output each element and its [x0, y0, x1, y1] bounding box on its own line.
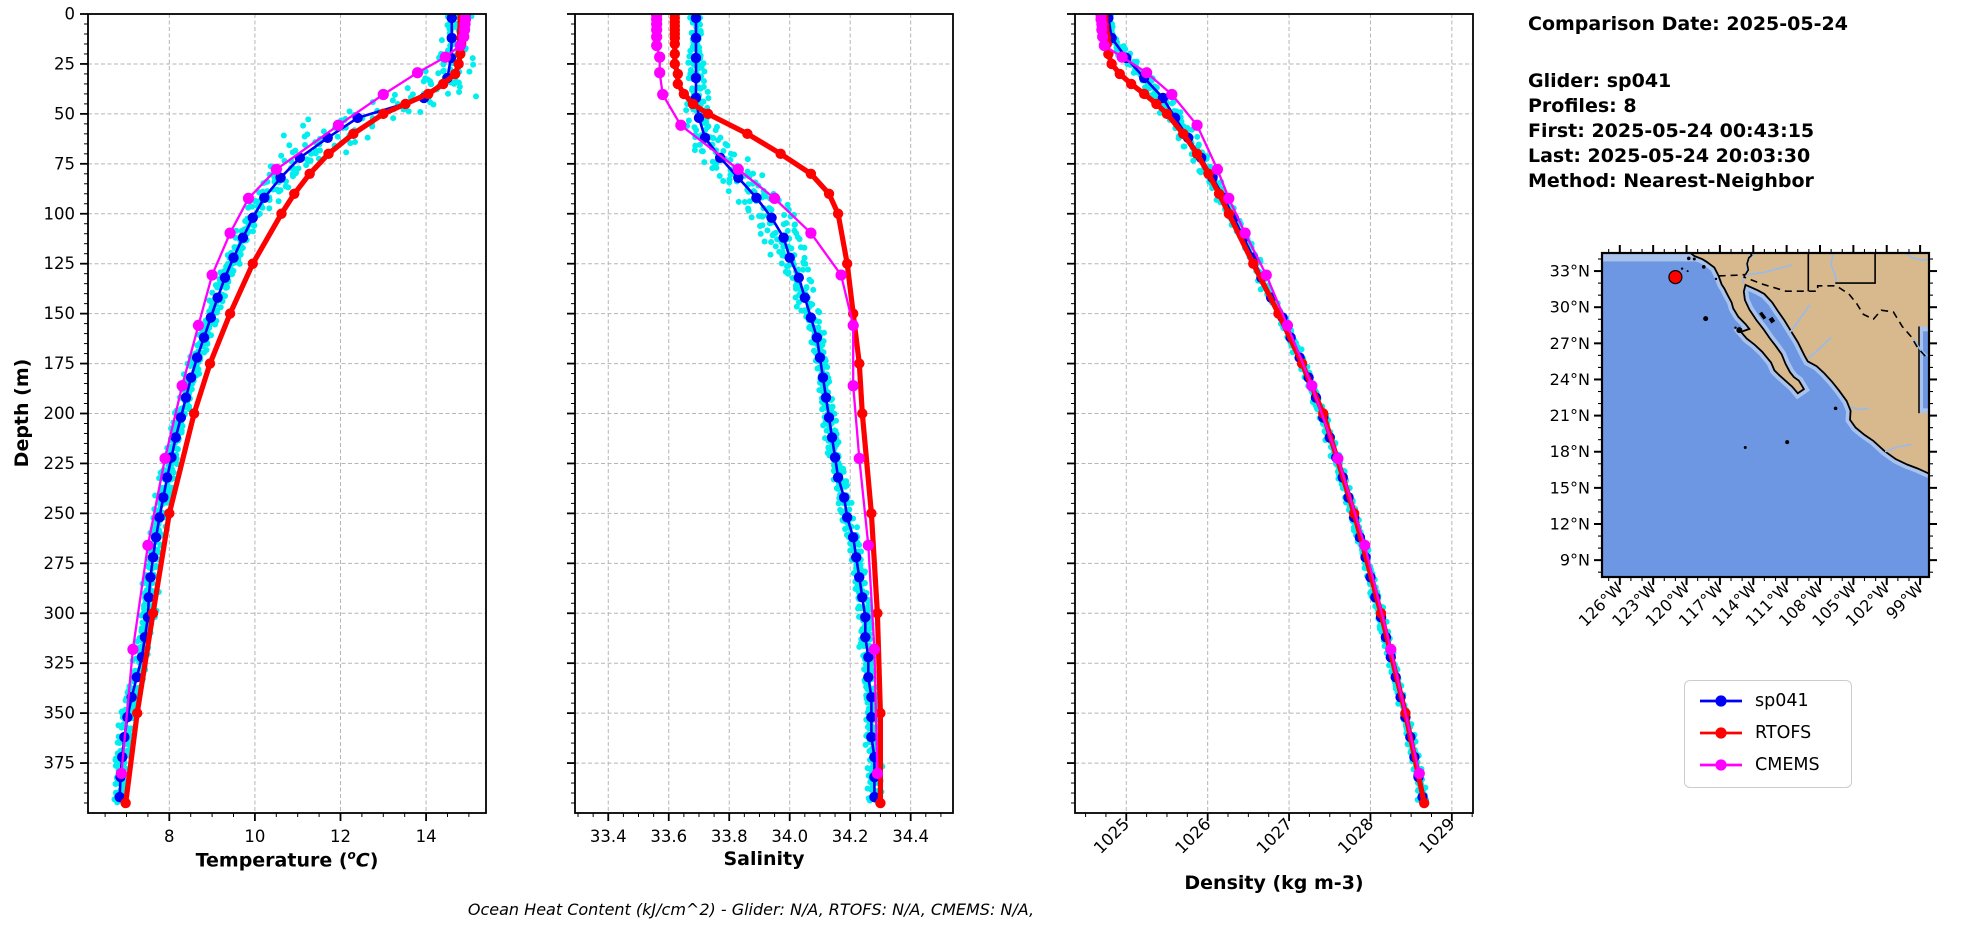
legend-item-cmems: CMEMS: [1685, 749, 1851, 781]
method-text: Method: Nearest-Neighbor: [1528, 170, 1814, 192]
sp041-curve: [690, 14, 880, 803]
svg-text:33°N: 33°N: [1550, 262, 1590, 281]
axis-ticks: [1067, 13, 1473, 821]
glider-location-map: 33°N30°N27°N24°N21°N18°N15°N12°N9°N126°W…: [1550, 245, 1937, 630]
svg-text:300: 300: [44, 604, 76, 623]
svg-text:33.4: 33.4: [590, 827, 627, 846]
svg-text:0: 0: [65, 5, 76, 24]
glider-raw-profiles-scatter: [1101, 14, 1430, 804]
profiles-count-text: Profiles: 8: [1528, 95, 1637, 117]
svg-text:125: 125: [44, 254, 76, 273]
svg-text:21°N: 21°N: [1550, 406, 1590, 425]
svg-text:150: 150: [44, 304, 76, 323]
axis-ticks: [567, 13, 942, 821]
svg-text:33.6: 33.6: [650, 827, 687, 846]
svg-text:250: 250: [44, 504, 76, 523]
svg-text:14: 14: [416, 827, 437, 846]
plot-curves: [1095, 14, 1430, 809]
plot-curves: [111, 14, 480, 809]
rtofs-curve: [669, 14, 886, 809]
tick-labels: 33.4 33.6 33.8 34.0 34.2 34.4: [590, 827, 929, 846]
legend-label-cmems: CMEMS: [1755, 755, 1820, 775]
temperature-axis-label-unit: C: [355, 849, 370, 872]
temperature-axis-label-sup: o: [347, 848, 356, 862]
last-profile-time-text: Last: 2025-05-24 20:03:30: [1528, 145, 1811, 167]
ocean-heat-content-note: Ocean Heat Content (kJ/cm^2) - Glider: N…: [467, 900, 1035, 919]
temperature-axis-label-close: ): [369, 849, 379, 872]
svg-text:12: 12: [330, 827, 351, 846]
sp041-curve: [1103, 14, 1428, 803]
svg-text:33.8: 33.8: [711, 827, 748, 846]
svg-text:200: 200: [44, 404, 76, 423]
rtofs-line-marker-swatch: [1700, 727, 1742, 739]
svg-text:34.2: 34.2: [832, 827, 869, 846]
svg-text:75: 75: [54, 154, 75, 173]
svg-text:350: 350: [44, 704, 76, 723]
tick-labels: 0 25 50 75 100 125 150 175 200 225 250 275 300 325 350…: [44, 5, 437, 847]
depth-axis-label: Depth (m): [11, 358, 33, 468]
cmems-line-marker-swatch: [1700, 759, 1742, 771]
glider-raw-profiles-scatter: [111, 14, 480, 806]
legend-item-sp041: sp041: [1685, 685, 1851, 717]
temperature-profile-plot: 0 25 50 75 100 125 150 175 200 225 250 275 300 325 350…: [44, 5, 487, 847]
svg-text:375: 375: [44, 754, 76, 773]
cmems-curve: [651, 14, 884, 780]
tick-labels: 1025 1026 1027 1028 1029: [1090, 814, 1459, 857]
svg-text:34.0: 34.0: [771, 827, 808, 846]
grid-lines: [88, 14, 486, 813]
svg-text:24°N: 24°N: [1550, 370, 1590, 389]
glider-name-text: Glider: sp041: [1528, 70, 1672, 92]
grid-lines: [575, 14, 953, 813]
cmems-curve: [115, 14, 472, 780]
us-mexico-border: [1718, 273, 1929, 359]
islands: [1680, 256, 1838, 450]
grid-lines: [1075, 14, 1473, 813]
rtofs-curve: [120, 14, 468, 809]
svg-text:9°N: 9°N: [1560, 551, 1590, 570]
svg-text:8: 8: [164, 827, 175, 846]
rtofs-curve: [1098, 14, 1430, 809]
state-borders: [1744, 253, 1876, 292]
svg-text:275: 275: [44, 554, 76, 573]
land-north-america: [1689, 253, 1929, 475]
svg-text:18°N: 18°N: [1550, 442, 1590, 461]
svg-text:30°N: 30°N: [1550, 298, 1590, 317]
salinity-profile-plot: 33.4 33.6 33.8 34.0 34.2 34.4: [567, 13, 954, 846]
map-ticks: [1594, 245, 1937, 585]
sp041-curve: [114, 14, 457, 803]
svg-text:15°N: 15°N: [1550, 478, 1590, 497]
svg-text:12°N: 12°N: [1550, 515, 1590, 534]
comparison-info-panel: Comparison Date: 2025-05-24 Glider: sp04…: [1528, 12, 1848, 194]
comparison-date-text: Comparison Date: 2025-05-24: [1528, 13, 1848, 35]
svg-text:225: 225: [44, 454, 76, 473]
density-axis-label: Density (kg m-3): [1184, 872, 1364, 894]
cmems-curve: [1095, 14, 1425, 780]
plot-curves: [651, 14, 886, 809]
legend-label-sp041: sp041: [1755, 691, 1809, 711]
svg-text:100: 100: [44, 204, 76, 223]
svg-text:325: 325: [44, 654, 76, 673]
salinity-axis-label: Salinity: [723, 848, 805, 870]
svg-text:25: 25: [54, 54, 75, 73]
temperature-axis-label: Temperature (oC): [196, 848, 379, 871]
glider-position-marker: [1668, 269, 1683, 285]
svg-text:34.4: 34.4: [892, 827, 929, 846]
legend: sp041 RTOFS CMEMS: [1684, 680, 1852, 788]
svg-text:175: 175: [44, 354, 76, 373]
legend-item-rtofs: RTOFS: [1685, 717, 1851, 749]
svg-text:50: 50: [54, 104, 75, 123]
temperature-axis-label-text: Temperature (: [195, 849, 348, 872]
axis-ticks: [80, 13, 470, 821]
legend-label-rtofs: RTOFS: [1755, 723, 1812, 743]
first-profile-time-text: First: 2025-05-24 00:43:15: [1528, 120, 1815, 142]
density-profile-plot: 1025 1026 1027 1028 1029: [1067, 13, 1474, 858]
sp041-line-marker-swatch: [1700, 695, 1742, 707]
svg-text:10: 10: [244, 827, 265, 846]
svg-text:27°N: 27°N: [1550, 334, 1590, 353]
info-panel-spacer: [1528, 37, 1848, 69]
